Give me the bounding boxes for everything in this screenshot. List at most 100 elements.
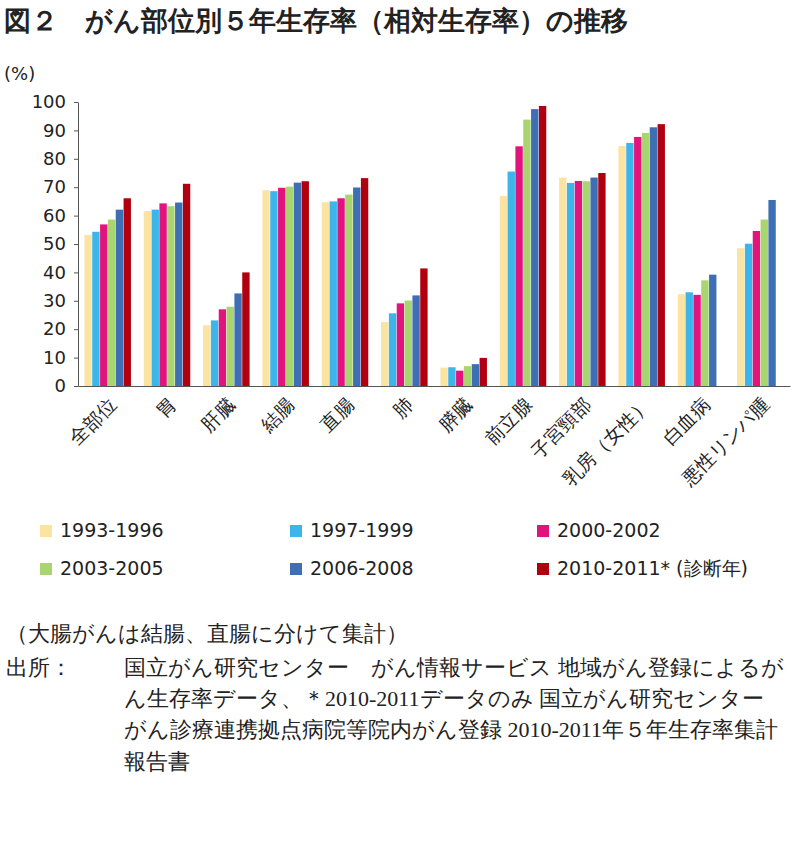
bar <box>634 137 641 386</box>
bar <box>658 124 665 386</box>
bar <box>262 190 269 386</box>
y-tick: 0 <box>55 375 78 396</box>
bar <box>523 120 530 386</box>
bar <box>167 206 174 386</box>
y-tick-mark <box>74 216 78 217</box>
legend-item: 1993-1996 <box>40 519 164 541</box>
y-tick: 70 <box>43 176 78 197</box>
legend-label: 2006-2008 <box>310 557 414 579</box>
y-tick-mark <box>74 187 78 188</box>
bar <box>745 244 752 386</box>
bar <box>389 313 396 386</box>
y-tick-mark <box>74 329 78 330</box>
x-tick-label: 悪性リンパ腫 <box>676 393 773 490</box>
bar-series <box>108 120 768 386</box>
note: （大腸がんは結腸、直腸に分けて集計） <box>6 618 796 649</box>
bar <box>768 200 775 386</box>
legend-item: 1997-1999 <box>290 519 414 541</box>
bar <box>480 358 487 386</box>
x-tick-label: 肺 <box>388 393 417 422</box>
y-tick-mark <box>74 386 78 387</box>
bar <box>381 322 388 386</box>
x-tick: 結腸 <box>255 393 298 436</box>
bar <box>448 367 455 386</box>
x-tick: 悪性リンパ腫 <box>676 393 773 490</box>
legend: 1993-1996 1997-1999 2000-2002 2003-2005 2006… <box>40 519 748 579</box>
bar <box>737 248 744 386</box>
bar <box>337 198 344 386</box>
y-tick: 50 <box>43 233 78 254</box>
legend-item: 2010-2011* (診断年) <box>537 557 748 579</box>
bar <box>686 292 693 386</box>
y-tick: 60 <box>43 205 78 226</box>
bar <box>440 368 447 386</box>
bar <box>234 293 241 386</box>
y-tick-label: 50 <box>43 233 66 254</box>
bar <box>412 295 419 386</box>
bar <box>678 294 685 386</box>
x-tick: 胃 <box>151 393 180 422</box>
legend-swatch <box>290 563 302 575</box>
bar <box>701 280 708 386</box>
bar <box>84 235 91 386</box>
bar <box>322 202 329 386</box>
bar <box>302 181 309 386</box>
y-tick-label: 60 <box>43 205 66 226</box>
x-tick-label: 直腸 <box>315 393 357 435</box>
bar <box>590 178 597 386</box>
y-tick: 20 <box>43 318 78 339</box>
legend-label: 1993-1996 <box>60 519 164 541</box>
y-tick: 10 <box>43 347 78 368</box>
legend-item: 2006-2008 <box>290 557 414 579</box>
bar <box>92 232 99 386</box>
legend-swatch <box>40 563 52 575</box>
y-tick-label: 10 <box>43 347 66 368</box>
y-tick-label: 70 <box>43 176 66 197</box>
legend-item: 2003-2005 <box>40 557 164 579</box>
bar <box>709 275 716 386</box>
y-tick-mark <box>74 358 78 359</box>
x-tick: 肺 <box>388 393 417 422</box>
bars <box>84 106 775 386</box>
x-tick: 白血病 <box>658 393 714 449</box>
y-axis: 0102030405060708090100 <box>32 91 79 396</box>
x-tick: 膵臓 <box>434 393 476 435</box>
bar <box>583 181 590 386</box>
legend-label: 1997-1999 <box>310 519 414 541</box>
bar <box>211 320 218 386</box>
x-axis: 全部位胃肝臓結腸直腸肺膵臓前立腺子宮頸部乳房（女性）白血病悪性リンパ腫 <box>65 387 791 491</box>
bar <box>219 309 226 386</box>
bar <box>144 211 151 386</box>
y-tick-label: 40 <box>43 262 66 283</box>
bar <box>227 307 234 386</box>
bar <box>559 178 566 386</box>
legend-swatch <box>290 525 302 537</box>
x-tick: 直腸 <box>315 393 357 435</box>
bar <box>108 220 115 386</box>
bar <box>286 187 293 386</box>
bar <box>345 195 352 386</box>
x-tick-label: 肝臓 <box>197 393 239 435</box>
x-tick-label: 白血病 <box>658 393 714 449</box>
x-tick: 肝臓 <box>197 393 239 435</box>
y-tick-mark <box>74 272 78 273</box>
y-tick-label: 30 <box>43 290 66 311</box>
bar <box>567 183 574 386</box>
legend-swatch <box>40 525 52 537</box>
x-tick-label: 前立腺 <box>480 393 536 449</box>
x-tick-label: 胃 <box>151 393 180 422</box>
bar <box>753 231 760 386</box>
x-tick-label: 乳房（女性） <box>558 393 654 489</box>
y-axis-line <box>78 103 79 387</box>
title: 図２ がん部位別５年生存率（相対生存率）の推移 <box>4 5 628 36</box>
bar <box>175 203 182 386</box>
bar <box>159 203 166 386</box>
legend-label: 2003-2005 <box>60 557 164 579</box>
x-axis-line <box>79 386 791 387</box>
y-tick-mark <box>74 130 78 131</box>
bar <box>152 210 159 386</box>
source-label: 出所： <box>6 652 124 777</box>
legend-label: 2000-2002 <box>557 519 661 541</box>
legend-label: 2010-2011* (診断年) <box>557 557 748 579</box>
bar <box>242 272 249 386</box>
